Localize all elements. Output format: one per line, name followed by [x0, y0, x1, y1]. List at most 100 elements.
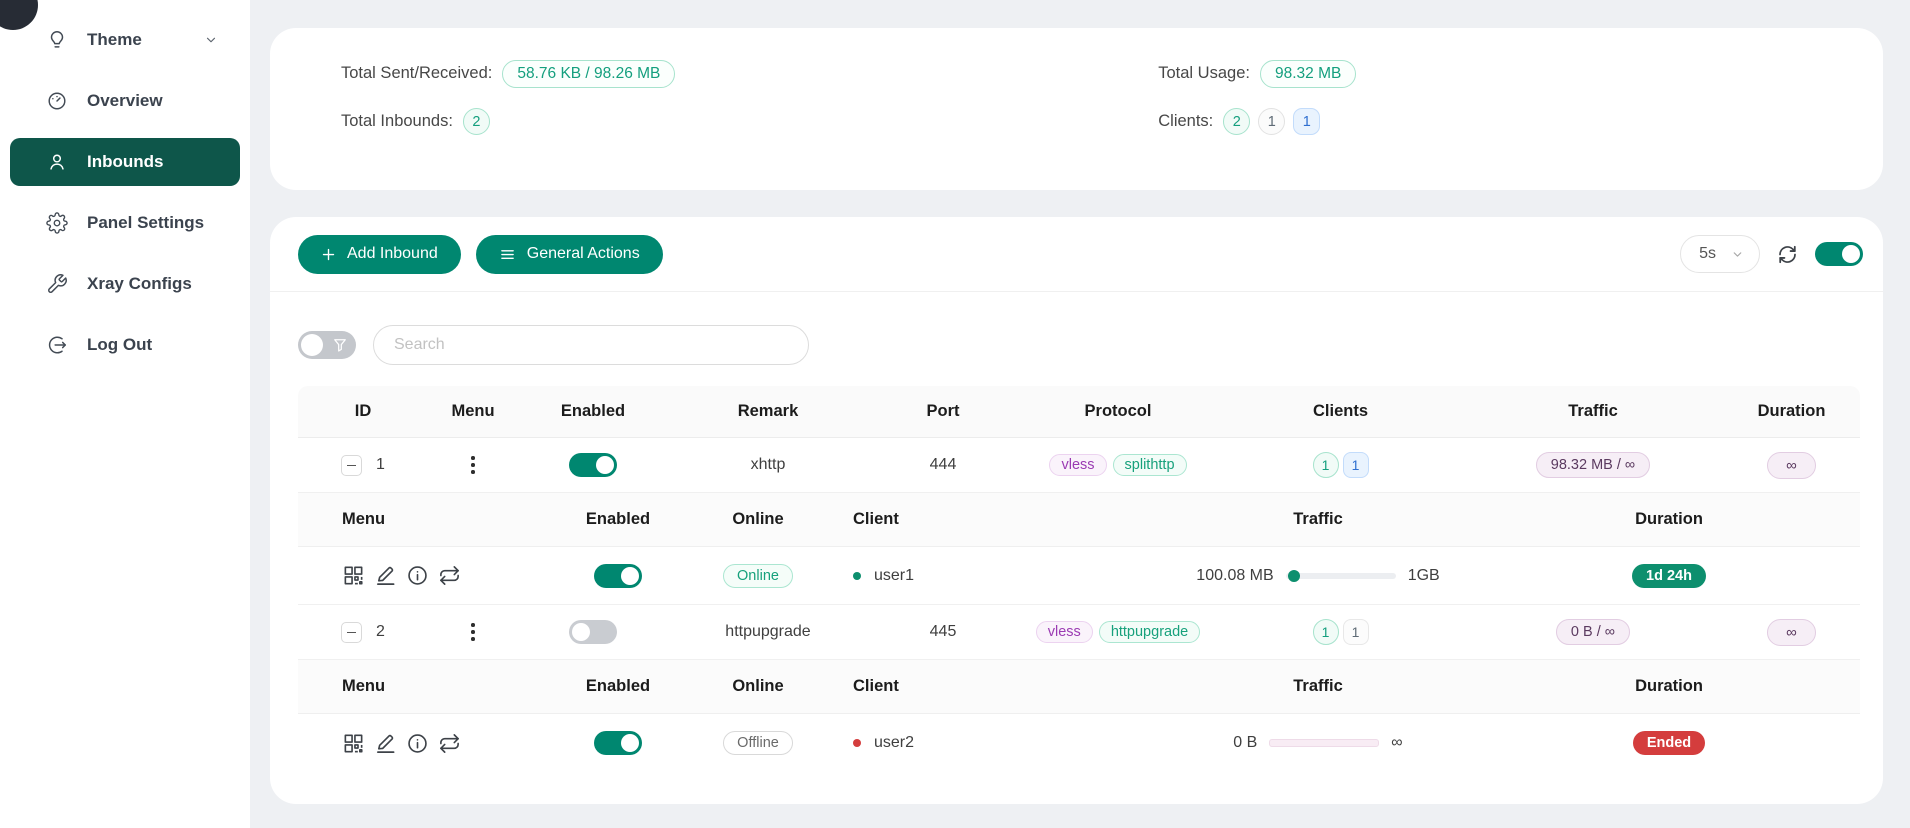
subheader-client: Client	[853, 677, 899, 695]
sidebar: Theme Overview Inbounds	[0, 0, 250, 828]
subheader-duration: Duration	[1635, 510, 1703, 528]
client-row: Offline user2 0 B ∞ Ended	[298, 714, 1860, 772]
clients-online-badge: 1	[1293, 108, 1321, 135]
inbounds-panel: Add Inbound General Actions 5s	[270, 217, 1883, 804]
header-id: ID	[354, 402, 372, 420]
edit-icon[interactable]	[374, 732, 397, 755]
client-status-dot	[853, 739, 861, 747]
stat-label: Clients:	[1158, 112, 1214, 130]
wrench-icon	[46, 273, 68, 295]
subheader-menu: Menu	[342, 677, 386, 695]
client-row: Online user1 100.08 MB 1GB 1d 24h	[298, 547, 1860, 605]
protocol-tag: vless	[1049, 454, 1107, 476]
auto-refresh-toggle[interactable]	[1815, 242, 1863, 266]
reset-traffic-icon[interactable]	[438, 732, 461, 755]
clients-deactivated-badge: 1	[1258, 108, 1286, 135]
plus-icon	[321, 247, 336, 262]
search-input[interactable]	[373, 325, 809, 365]
row-menu-button[interactable]	[467, 619, 479, 645]
stat-clients: Clients: 2 1 1	[1158, 104, 1883, 139]
inbound-port: 444	[929, 456, 957, 473]
sidebar-item-label: Overview	[87, 91, 163, 110]
refresh-icon[interactable]	[1775, 242, 1800, 267]
filter-toggle[interactable]	[298, 331, 356, 359]
clients-count-badge: 1	[1312, 452, 1339, 478]
collapse-row-button[interactable]	[341, 454, 363, 476]
stat-total-usage: Total Usage: 98.32 MB	[1158, 56, 1883, 91]
online-status-badge: Online	[723, 563, 793, 588]
header-traffic: Traffic	[1568, 402, 1618, 420]
add-inbound-button[interactable]: Add Inbound	[298, 234, 461, 274]
client-name: user2	[874, 734, 915, 751]
inbound-id: 1	[376, 456, 385, 473]
user-icon	[46, 151, 68, 173]
collapse-row-button[interactable]	[341, 621, 363, 643]
online-status-badge: Offline	[723, 731, 793, 755]
toolbar: Add Inbound General Actions 5s	[270, 217, 1883, 292]
chevron-down-icon	[1731, 248, 1744, 261]
inbounds-table: ID Menu Enabled Remark Port Protocol Cli…	[298, 386, 1860, 772]
duration-pill: ∞	[1767, 618, 1816, 646]
stat-sent-received: Total Sent/Received: 58.76 KB / 98.26 MB	[341, 56, 1158, 91]
refresh-interval-value: 5s	[1699, 245, 1716, 262]
header-protocol: Protocol	[1084, 402, 1152, 420]
inbound-port: 445	[929, 623, 957, 640]
general-actions-label: General Actions	[526, 245, 640, 262]
info-icon[interactable]	[406, 564, 429, 587]
total-inbounds-badge: 2	[462, 108, 490, 135]
client-table-header: Menu Enabled Online Client Traffic Durat…	[298, 660, 1860, 714]
inbound-remark: httpupgrade	[725, 623, 811, 640]
client-table-header: Menu Enabled Online Client Traffic Durat…	[298, 493, 1860, 547]
sidebar-item-xray-configs[interactable]: Xray Configs	[10, 260, 240, 308]
subheader-enabled: Enabled	[585, 510, 651, 528]
sidebar-item-overview[interactable]: Overview	[10, 77, 240, 125]
qr-code-icon[interactable]	[342, 564, 365, 587]
subheader-enabled: Enabled	[585, 677, 651, 695]
inbound-enabled-toggle[interactable]	[569, 453, 617, 477]
sidebar-item-log-out[interactable]: Log Out	[10, 321, 240, 369]
chevron-down-icon	[204, 33, 218, 47]
sidebar-item-label: Xray Configs	[87, 274, 192, 293]
reset-traffic-icon[interactable]	[438, 564, 461, 587]
traffic-used: 100.08 MB	[1196, 566, 1274, 584]
sidebar-item-theme[interactable]: Theme	[10, 16, 240, 64]
sidebar-item-label: Log Out	[87, 335, 153, 354]
client-enabled-toggle[interactable]	[594, 731, 642, 755]
info-icon[interactable]	[406, 732, 429, 755]
edit-icon[interactable]	[374, 564, 397, 587]
general-actions-button[interactable]: General Actions	[475, 234, 663, 274]
stat-total-inbounds: Total Inbounds: 2	[341, 104, 1158, 139]
bulb-icon	[46, 29, 68, 51]
sidebar-item-inbounds[interactable]: Inbounds	[10, 138, 240, 186]
clients-online-badge: 1	[1342, 452, 1369, 478]
client-enabled-toggle[interactable]	[594, 563, 642, 588]
sidebar-item-panel-settings[interactable]: Panel Settings	[10, 199, 240, 247]
transport-tag: splithttp	[1112, 454, 1187, 476]
table-header-row: ID Menu Enabled Remark Port Protocol Cli…	[298, 386, 1860, 438]
traffic-pill: 98.32 MB / ∞	[1535, 452, 1651, 478]
traffic-progress-bar	[1269, 739, 1380, 747]
subheader-traffic: Traffic	[1293, 510, 1343, 528]
qr-code-icon[interactable]	[342, 732, 365, 755]
header-clients: Clients	[1312, 402, 1368, 420]
traffic-used: 0 B	[1233, 734, 1258, 751]
subheader-menu: Menu	[342, 510, 386, 528]
duration-badge: Ended	[1632, 731, 1706, 755]
sent-received-value-pill: 58.76 KB / 98.26 MB	[502, 59, 676, 88]
inbound-enabled-toggle[interactable]	[569, 620, 617, 644]
sidebar-item-label: Inbounds	[87, 152, 164, 171]
stats-card: Total Sent/Received: 58.76 KB / 98.26 MB…	[270, 28, 1883, 190]
refresh-interval-select[interactable]: 5s	[1680, 235, 1760, 273]
traffic-limit: 1GB	[1407, 566, 1440, 584]
sidebar-item-label: Theme	[87, 30, 142, 49]
row-menu-button[interactable]	[467, 452, 479, 478]
gear-icon	[46, 212, 68, 234]
table-row: 1 xhttp 444 vless splithttp 1 1 98.32 MB…	[298, 438, 1860, 493]
bars-icon	[499, 247, 516, 262]
dashboard-icon	[46, 90, 68, 112]
header-duration: Duration	[1757, 402, 1826, 420]
inbound-remark: xhttp	[750, 456, 786, 473]
traffic-limit: ∞	[1391, 734, 1403, 751]
clients-total-badge: 2	[1223, 108, 1251, 135]
subheader-online: Online	[732, 510, 784, 528]
